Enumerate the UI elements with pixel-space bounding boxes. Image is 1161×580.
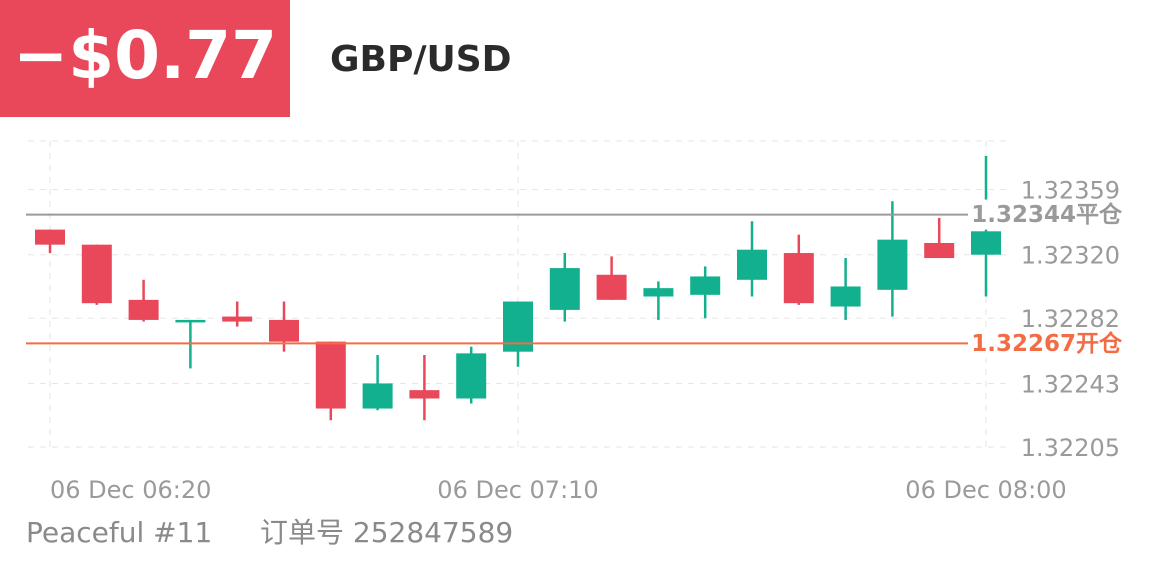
reference-label: 1.32344平仓 <box>971 201 1123 228</box>
candle-body <box>549 268 580 310</box>
order-number: 订单号 252847589 <box>260 516 513 549</box>
y-tick-label: 1.32320 <box>1021 242 1120 270</box>
candle-body <box>175 319 206 323</box>
candle-body <box>35 229 65 245</box>
candle-body <box>222 316 253 322</box>
y-tick-label: 1.32243 <box>1021 370 1120 398</box>
candle-body <box>315 341 346 409</box>
chart-title: GBP/USD <box>330 39 512 80</box>
candle-body <box>596 274 627 300</box>
reference-label: 1.32267开仓 <box>971 330 1123 357</box>
reference-label-bg <box>968 328 1124 359</box>
pnl: −$0.77 <box>13 17 277 94</box>
candle-body <box>409 390 440 399</box>
x-tick-label: 06 Dec 07:10 <box>437 476 598 504</box>
candle-body <box>690 276 721 295</box>
candle-body <box>269 319 299 342</box>
candle-body <box>877 239 908 290</box>
candle-body <box>830 286 861 307</box>
candle-body <box>783 253 814 304</box>
candle-body <box>128 299 159 320</box>
account: Peaceful #11 <box>26 516 212 549</box>
candle-body <box>81 244 112 304</box>
candle-body <box>643 288 674 297</box>
y-tick-label: 1.32205 <box>1021 434 1120 462</box>
candle-body <box>456 353 487 399</box>
x-tick-label: 06 Dec 08:00 <box>905 476 1066 504</box>
candle-body <box>971 231 1001 255</box>
candle-body <box>362 383 393 409</box>
reference-label-bg <box>968 199 1124 230</box>
x-tick-label: 06 Dec 06:20 <box>50 476 211 504</box>
candle-body <box>737 249 767 280</box>
pnl-badge <box>0 0 290 117</box>
candle-body <box>924 243 955 259</box>
